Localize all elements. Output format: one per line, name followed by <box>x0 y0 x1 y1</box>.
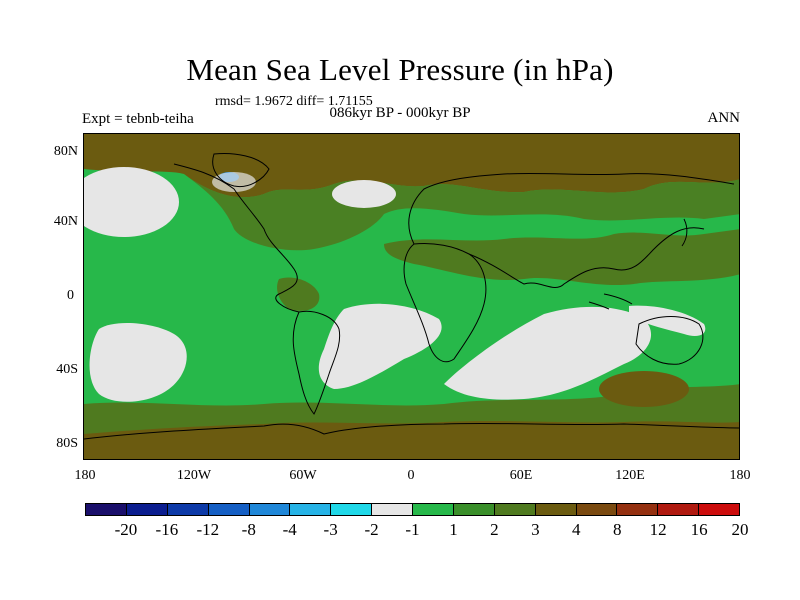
colorbar-label: 4 <box>572 520 581 539</box>
colorbar-swatch <box>413 504 454 515</box>
colorbar-swatch <box>208 504 250 515</box>
season-label: ANN <box>707 110 741 126</box>
asia-south-coast <box>468 227 705 289</box>
south-indian-brown-region <box>599 371 689 407</box>
x-tick-label: 60E <box>509 468 533 483</box>
colorbar-label: -1 <box>405 520 420 539</box>
north-atlantic-grey-region <box>332 180 396 208</box>
colorbar-swatch <box>126 504 168 515</box>
indonesia-coast <box>588 293 633 310</box>
greenland-coast <box>212 153 270 188</box>
indian-ocean-grey-region <box>444 306 652 400</box>
colorbar-swatch <box>699 504 739 515</box>
x-tick-label: 180 <box>729 468 751 483</box>
australia-coast <box>635 316 704 365</box>
pressure-map <box>84 134 739 459</box>
x-tick-label: 60W <box>289 468 317 483</box>
colorbar-label: 8 <box>612 520 622 539</box>
colorbar-swatch <box>290 504 332 515</box>
colorbar-label: -4 <box>282 520 297 539</box>
colorbar <box>85 503 740 516</box>
colorbar-label: -2 <box>364 520 379 539</box>
x-tick-label: 120W <box>176 468 212 483</box>
eurasia-coast <box>408 172 735 245</box>
x-tick-label: 180 <box>74 468 96 483</box>
north-olive-region <box>84 169 739 251</box>
colorbar-swatch <box>658 504 700 515</box>
plot-title: Mean Sea Level Pressure (in hPa) <box>186 52 614 87</box>
colorbar-swatch <box>331 504 373 515</box>
colorbar-label: 16 <box>690 520 708 539</box>
north-america-coast <box>173 163 300 313</box>
colorbar-swatch <box>86 504 127 515</box>
coastlines <box>84 153 739 440</box>
y-tick-label: 0 <box>67 288 74 303</box>
colorbar-swatch <box>249 504 291 515</box>
colorbar-label: -3 <box>323 520 338 539</box>
stats-text: rmsd= 1.9672 diff= 1.71155 <box>215 94 373 109</box>
colorbar-label: -20 <box>114 520 138 539</box>
colorbar-swatch <box>372 504 413 515</box>
greenland-grey-region <box>212 172 256 192</box>
y-tick-label: 40S <box>56 362 78 377</box>
south-america-atlantic-grey-region <box>318 303 442 389</box>
atlantic-olive-region <box>277 277 320 311</box>
japan-coast <box>681 218 688 247</box>
colorbar-label: -8 <box>241 520 256 539</box>
antarctica-coast <box>84 422 739 440</box>
period-label: 086kyr BP - 000kyr BP <box>329 105 471 121</box>
colorbar-swatch <box>576 504 618 515</box>
colorbar-label: 1 <box>449 520 458 539</box>
north-pacific-grey-region <box>84 167 179 237</box>
y-tick-label: 80S <box>56 436 78 451</box>
colorbar-label: 20 <box>731 520 749 539</box>
colorbar-swatch <box>453 504 495 515</box>
colorbar-label: -12 <box>196 520 220 539</box>
colorbar-label: 3 <box>531 520 540 539</box>
colorbar-swatch <box>167 504 209 515</box>
y-tick-label: 80N <box>53 144 78 159</box>
colorbar-swatch <box>494 504 536 515</box>
antarctic-brown-region <box>84 421 739 459</box>
colorbar-label: -16 <box>155 520 179 539</box>
south-america-coast <box>292 310 341 415</box>
australia-grey-patch <box>629 305 706 336</box>
y-tick-label: 40N <box>53 214 78 229</box>
experiment-label: Expt = tebnb-teiha <box>82 111 194 127</box>
colorbar-label: 2 <box>490 520 499 539</box>
colorbar-swatch <box>617 504 659 515</box>
x-tick-label: 0 <box>407 468 415 483</box>
colorbar-label: 12 <box>649 520 667 539</box>
south-pacific-grey-region <box>89 322 187 402</box>
eurasia-olive-region <box>384 229 739 285</box>
x-tick-label: 120E <box>615 468 645 483</box>
map-plot <box>83 133 740 460</box>
colorbar-swatch <box>535 504 577 515</box>
